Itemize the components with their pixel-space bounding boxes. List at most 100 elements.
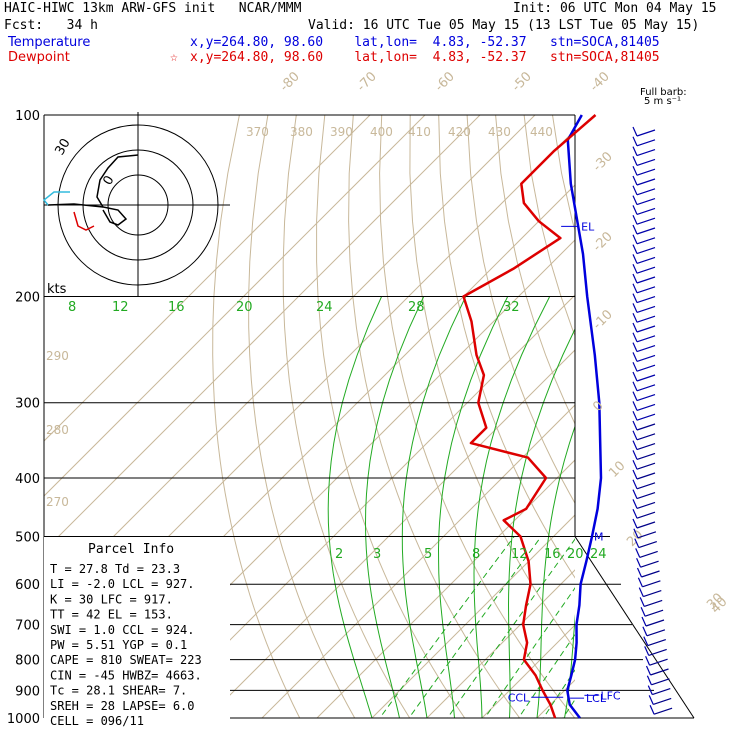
wind-barb [636, 501, 656, 509]
wind-barb [636, 423, 656, 431]
isotherm-line [426, 569, 575, 718]
isotherm-label: -40 [587, 69, 613, 95]
parcel-row: LI = -2.0 LCL = 927. [50, 577, 195, 591]
temperature-legend: Temperature [8, 35, 91, 50]
wind-barb [636, 472, 656, 480]
parcel-row: CIN = -45 HWBZ= 4663. [50, 668, 202, 682]
wind-barb-feather [645, 665, 652, 676]
wind-barb [636, 188, 656, 196]
wind-barb-feather [632, 263, 638, 274]
wind-barb-feather [632, 136, 638, 147]
moist-adiabat [327, 296, 383, 718]
wind-barb-feather [639, 597, 645, 607]
wind-barb [652, 688, 671, 696]
isotherm-line [536, 679, 575, 718]
level-marker-label: M [594, 530, 604, 543]
dry-adiabat [695, 115, 740, 731]
pressure-label: 800 [15, 654, 40, 669]
isotherm-line [44, 115, 371, 442]
isotherm-line [481, 624, 575, 718]
moist-adiabat [507, 327, 575, 718]
isotherm-label: -10 [590, 307, 616, 333]
theta-label: 430 [488, 125, 511, 139]
hodo-trace-surface [73, 211, 95, 231]
wind-barb-feather [632, 459, 638, 470]
wind-barb-feather [632, 430, 638, 441]
dry-adiabat [248, 115, 356, 718]
wind-barb-feather [632, 214, 638, 225]
pressure-label: 600 [15, 578, 40, 593]
pressure-label: 1000 [7, 712, 40, 727]
wind-barb [636, 394, 656, 402]
dry-adiabat [282, 115, 411, 718]
isotherm-line [206, 349, 575, 718]
wind-barb [636, 452, 656, 460]
mixing-label-upper: 16 [168, 300, 185, 315]
pressure-label: 100 [15, 109, 40, 124]
isotherm-line [44, 115, 481, 552]
hodo-ring-label-30: 30 [52, 136, 73, 158]
theta-label: 420 [448, 125, 471, 139]
wind-barb-feather [632, 244, 638, 254]
wind-barb [636, 266, 656, 274]
theta-label: 410 [408, 125, 431, 139]
wind-barb [638, 541, 657, 549]
isotherm-line [151, 294, 575, 718]
wind-barb-feather [632, 322, 638, 333]
wind-barb-feather [632, 126, 638, 137]
wind-barb-feather [641, 616, 647, 627]
mixing-ratio-line [379, 536, 515, 718]
isotherm-line [371, 514, 575, 718]
wind-barb [636, 139, 656, 147]
dry-adiabat [316, 115, 466, 718]
parcel-row: SREH = 28 LAPSE= 6.0 [50, 699, 195, 713]
mixing-ratio-line [446, 538, 575, 718]
level-marker-label: LFC [600, 689, 620, 702]
wind-barb [636, 482, 656, 490]
isotherm-line [647, 115, 740, 718]
parcel-row: SWI = 1.0 CCL = 924. [50, 623, 195, 637]
dry-adiabat [438, 115, 575, 579]
mixing-label-lower: 3 [373, 547, 381, 562]
wind-barb-feather [635, 548, 641, 558]
wind-barb-feather [649, 704, 655, 715]
wind-barb [646, 629, 666, 637]
pressure-label: 400 [15, 472, 40, 487]
wind-barb [636, 462, 656, 470]
hodo-trace-upper [96, 154, 139, 226]
level-marker-label: EL [581, 220, 595, 233]
wind-barb [636, 335, 656, 343]
pressure-label: 900 [15, 684, 40, 699]
wind-barb [636, 364, 656, 372]
theta-label: 390 [330, 125, 353, 139]
parcel-row: Tc = 28.1 SHEAR= 7. [50, 684, 187, 698]
hodo-trace-low [42, 191, 70, 206]
wind-barb-feather [638, 587, 644, 597]
wind-barb [636, 354, 656, 362]
theta-label: 290 [46, 349, 69, 363]
pressure-label: 700 [15, 619, 40, 634]
temperature-profile [566, 114, 603, 719]
moist-adiabat [437, 296, 509, 718]
wind-barb [650, 668, 669, 676]
wind-barb-feather [632, 165, 638, 176]
wind-barb [636, 413, 656, 421]
wind-barb-feather [646, 675, 652, 686]
wind-barb [636, 296, 656, 304]
wind-barb-feather [632, 391, 638, 401]
wind-barb [636, 158, 656, 166]
wind-barb [648, 648, 667, 656]
isotherm-label: -50 [509, 69, 535, 95]
moist-adiabat [588, 297, 717, 731]
wind-barb [643, 590, 662, 598]
wind-barb [644, 599, 663, 607]
wind-barb-feather [633, 528, 639, 539]
wind-barb [636, 492, 656, 500]
wind-barb-feather [632, 224, 638, 235]
mixing-label-lower: 12 [511, 547, 528, 562]
wind-barb-feather [632, 156, 638, 166]
barb-note-line1: Full barb: [640, 87, 687, 98]
mixing-label-lower: 24 [590, 547, 607, 562]
mixing-label-lower: 8 [472, 547, 480, 562]
dry-adiabat [723, 115, 740, 731]
